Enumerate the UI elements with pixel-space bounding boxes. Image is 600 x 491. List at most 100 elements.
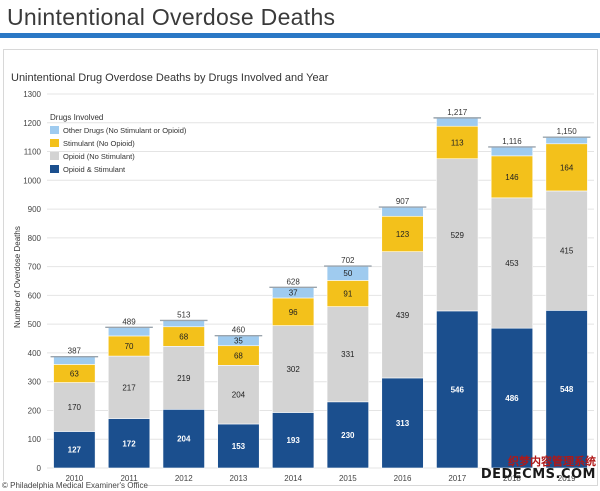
y-tick-label: 400 bbox=[28, 349, 42, 358]
data-label: 546 bbox=[451, 385, 465, 394]
total-label: 702 bbox=[341, 256, 355, 265]
bar-segment bbox=[490, 155, 534, 199]
bars: 127 170 63 387 172 217 70 489 204 219 68 513 153 204 6… bbox=[50, 108, 591, 469]
total-label: 489 bbox=[122, 317, 136, 326]
data-label: 63 bbox=[70, 369, 79, 378]
data-label: 35 bbox=[234, 337, 243, 346]
grid-lines bbox=[47, 93, 594, 469]
bar-segment bbox=[326, 280, 369, 307]
y-tick-label: 900 bbox=[28, 205, 42, 214]
bar-segment bbox=[490, 146, 534, 157]
data-label: 172 bbox=[122, 439, 136, 448]
total-label: 1,150 bbox=[557, 127, 578, 136]
bar-segment bbox=[107, 355, 151, 419]
bar-segment bbox=[436, 117, 479, 127]
bar-segment bbox=[436, 125, 479, 160]
bar-segment bbox=[545, 190, 588, 311]
bar-segment bbox=[326, 401, 369, 469]
legend-swatch bbox=[50, 152, 59, 160]
y-tick-label: 700 bbox=[28, 263, 42, 272]
chart-panel: Unintentional Drug Overdose Deaths by Dr… bbox=[3, 49, 598, 486]
x-axis-ticks: 2010 2011 2012 2013 2014 2015 2016 2017 2018 2019 bbox=[65, 474, 576, 483]
data-label: 68 bbox=[179, 333, 188, 342]
data-label: 170 bbox=[68, 403, 82, 412]
data-label: 439 bbox=[396, 311, 410, 320]
watermark-line2: DEDECMS.COM bbox=[480, 466, 596, 482]
data-label: 313 bbox=[396, 419, 410, 428]
stacked-bar-chart: Unintentional Drug Overdose Deaths by Dr… bbox=[11, 72, 594, 483]
x-tick-label: 2010 bbox=[65, 474, 83, 483]
legend-swatch bbox=[50, 126, 59, 134]
bar-segment bbox=[381, 215, 424, 252]
x-tick-label: 2016 bbox=[394, 474, 412, 483]
bar-stack-2017: 546 529 113 1,217 bbox=[433, 108, 482, 469]
data-label: 415 bbox=[560, 247, 574, 256]
data-label: 193 bbox=[286, 436, 300, 445]
page-title: Unintentional Overdose Deaths bbox=[7, 4, 336, 30]
bar-segment bbox=[217, 423, 260, 469]
bar-segment bbox=[381, 377, 424, 469]
x-tick-label: 2011 bbox=[120, 474, 138, 483]
bar-stack-2013: 153 204 68 35 460 bbox=[214, 326, 263, 469]
y-tick-label: 600 bbox=[28, 291, 42, 300]
bar-segment bbox=[545, 310, 588, 469]
data-label: 164 bbox=[560, 163, 574, 172]
chart-title: Unintentional Drug Overdose Deaths by Dr… bbox=[11, 72, 329, 84]
legend-item: Other Drugs (No Stimulant or Opioid) bbox=[63, 126, 187, 135]
legend-title: Drugs Involved bbox=[50, 113, 103, 122]
data-label: 204 bbox=[177, 435, 191, 444]
y-tick-label: 500 bbox=[28, 320, 42, 329]
bar-segment bbox=[490, 197, 534, 329]
x-tick-label: 2014 bbox=[284, 474, 302, 483]
y-tick-label: 800 bbox=[28, 234, 42, 243]
x-tick-label: 2017 bbox=[448, 474, 466, 483]
total-label: 387 bbox=[68, 347, 82, 356]
bar-segment bbox=[436, 310, 479, 469]
bar-segment bbox=[490, 327, 534, 469]
bar-stack-2012: 204 219 68 513 bbox=[159, 310, 208, 469]
bar-segment bbox=[162, 320, 205, 328]
bar-stack-2018: 486 453 146 1,116 bbox=[488, 137, 536, 469]
data-label: 153 bbox=[232, 442, 246, 451]
watermark-line1: 织梦内容管理系统 bbox=[508, 455, 596, 468]
data-label: 146 bbox=[505, 173, 519, 182]
x-tick-label: 2019 bbox=[558, 474, 576, 483]
data-label: 302 bbox=[286, 365, 300, 374]
legend: Drugs Involved Other Drugs (No Stimulant… bbox=[50, 113, 187, 174]
y-tick-label: 300 bbox=[28, 378, 42, 387]
bar-stack-2014: 193 302 96 37 628 bbox=[269, 277, 317, 469]
total-label: 513 bbox=[177, 310, 191, 319]
data-label: 127 bbox=[68, 446, 82, 455]
bar-stack-2011: 172 217 70 489 bbox=[105, 317, 153, 469]
total-label: 460 bbox=[232, 326, 246, 335]
y-axis-label: Number of Overdose Deaths bbox=[13, 226, 22, 328]
bar-stack-2019: 548 415 164 1,150 bbox=[542, 127, 591, 469]
bar-segment bbox=[326, 306, 369, 403]
x-tick-label: 2012 bbox=[175, 474, 193, 483]
y-tick-label: 200 bbox=[28, 406, 42, 415]
bar-segment bbox=[545, 143, 588, 192]
bar-stack-2016: 313 439 123 907 bbox=[378, 197, 427, 469]
data-label: 486 bbox=[505, 394, 519, 403]
data-label: 50 bbox=[343, 269, 352, 278]
x-tick-label: 2015 bbox=[339, 474, 357, 483]
y-tick-label: 1300 bbox=[23, 90, 41, 99]
bar-stack-2010: 127 170 63 387 bbox=[50, 347, 99, 469]
y-tick-label: 100 bbox=[28, 435, 42, 444]
data-label: 113 bbox=[451, 138, 464, 147]
bar-segment bbox=[436, 158, 479, 312]
x-tick-label: 2018 bbox=[503, 474, 521, 483]
source-credit: © Philadelphia Medical Examiner's Office bbox=[2, 481, 149, 490]
data-label: 529 bbox=[451, 231, 465, 240]
legend-swatch bbox=[50, 139, 59, 147]
x-tick-label: 2013 bbox=[230, 474, 248, 483]
total-label: 907 bbox=[396, 197, 410, 206]
legend-item: Opioid (No Stimulant) bbox=[63, 152, 135, 161]
data-label: 204 bbox=[232, 391, 246, 400]
bar-segment bbox=[381, 206, 424, 217]
data-label: 68 bbox=[234, 352, 243, 361]
y-tick-label: 1000 bbox=[23, 176, 41, 185]
legend-swatch bbox=[50, 165, 59, 173]
data-label: 230 bbox=[341, 431, 355, 440]
total-label: 1,217 bbox=[447, 108, 468, 117]
